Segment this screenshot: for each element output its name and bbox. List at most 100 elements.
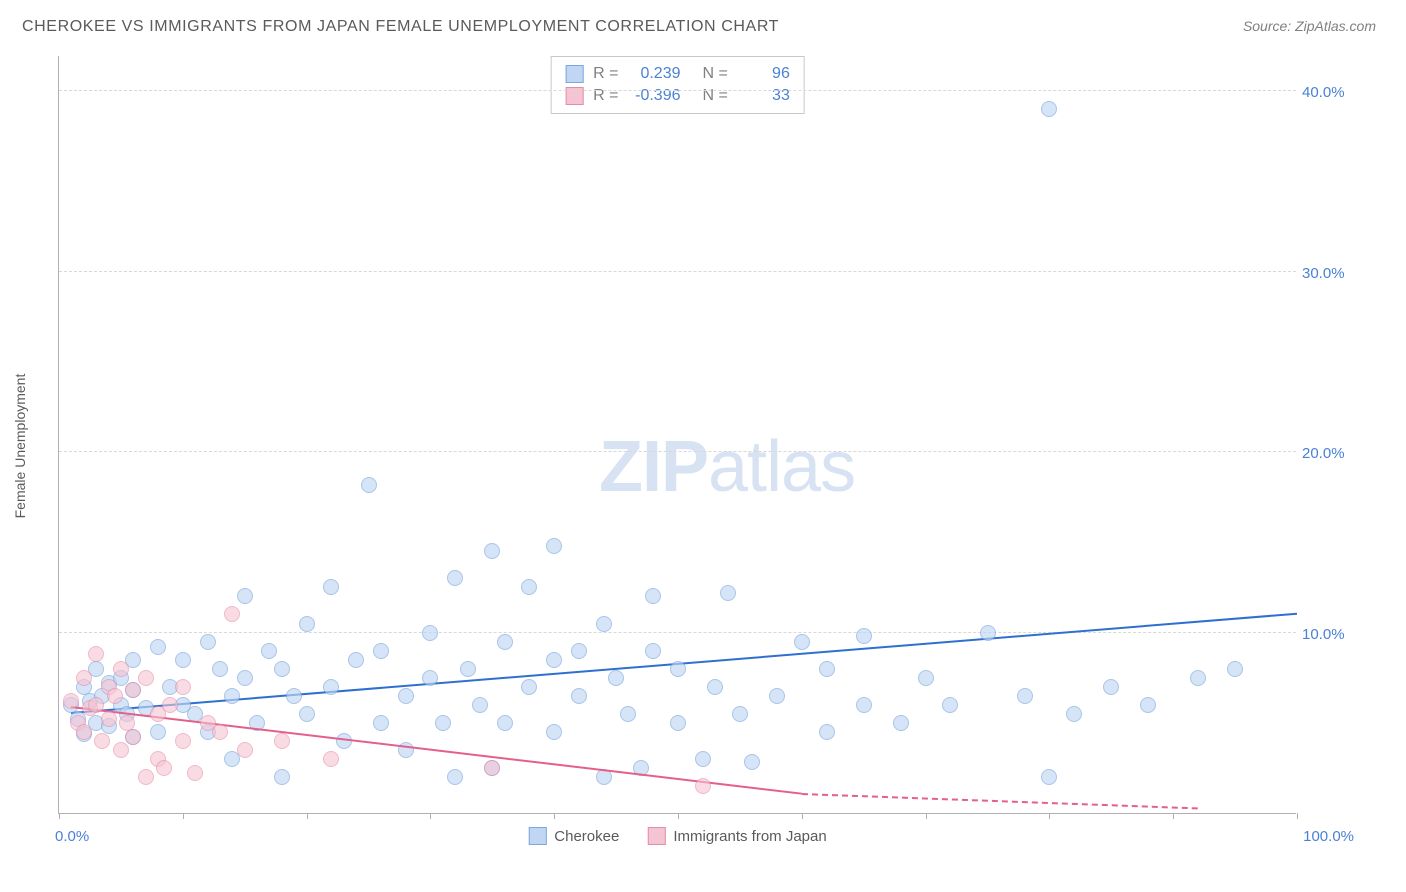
data-point [1041, 101, 1057, 117]
data-point [546, 652, 562, 668]
data-point [918, 670, 934, 686]
n-label: N = [703, 65, 728, 83]
data-point [521, 679, 537, 695]
source-attribution: Source: ZipAtlas.com [1243, 18, 1376, 34]
data-point [274, 769, 290, 785]
data-point [162, 697, 178, 713]
data-point [620, 706, 636, 722]
data-point [323, 679, 339, 695]
data-point [237, 588, 253, 604]
x-tick [678, 813, 679, 819]
data-point [323, 751, 339, 767]
data-point [212, 724, 228, 740]
data-point [980, 625, 996, 641]
data-point [856, 697, 872, 713]
data-point [1103, 679, 1119, 695]
gridline [59, 271, 1296, 272]
swatch-series1 [565, 65, 583, 83]
data-point [1140, 697, 1156, 713]
data-point [670, 661, 686, 677]
data-point [1066, 706, 1082, 722]
x-tick [1297, 813, 1298, 819]
x-tick [59, 813, 60, 819]
data-point [175, 733, 191, 749]
data-point [237, 742, 253, 758]
data-point [187, 765, 203, 781]
swatch-series2 [647, 827, 665, 845]
data-point [497, 634, 513, 650]
data-point [460, 661, 476, 677]
data-point [150, 724, 166, 740]
data-point [670, 715, 686, 731]
data-point [224, 606, 240, 622]
gridline [59, 451, 1296, 452]
chart-title: CHEROKEE VS IMMIGRANTS FROM JAPAN FEMALE… [22, 18, 779, 36]
data-point [856, 628, 872, 644]
data-point [744, 754, 760, 770]
legend-label-series1: Cherokee [554, 828, 619, 845]
data-point [101, 711, 117, 727]
chart-container: Female Unemployment ZIPatlas R = 0.239 N… [22, 46, 1382, 858]
y-axis-label: Female Unemployment [12, 374, 28, 519]
data-point [422, 670, 438, 686]
data-point [113, 742, 129, 758]
data-point [156, 760, 172, 776]
data-point [1227, 661, 1243, 677]
y-tick-label: 40.0% [1302, 84, 1372, 101]
x-tick [430, 813, 431, 819]
data-point [472, 697, 488, 713]
x-min-label: 0.0% [55, 828, 89, 845]
data-point [435, 715, 451, 731]
data-point [720, 585, 736, 601]
data-point [94, 733, 110, 749]
data-point [107, 688, 123, 704]
data-point [608, 670, 624, 686]
data-point [695, 751, 711, 767]
data-point [707, 679, 723, 695]
data-point [373, 643, 389, 659]
data-point [794, 634, 810, 650]
data-point [88, 697, 104, 713]
legend-label-series2: Immigrants from Japan [673, 828, 826, 845]
data-point [571, 643, 587, 659]
data-point [732, 706, 748, 722]
data-point [819, 724, 835, 740]
data-point [497, 715, 513, 731]
r-value-series1: 0.239 [629, 65, 681, 83]
y-tick-label: 20.0% [1302, 445, 1372, 462]
data-point [422, 625, 438, 641]
data-point [398, 688, 414, 704]
data-point [769, 688, 785, 704]
data-point [893, 715, 909, 731]
gridline [59, 632, 1296, 633]
watermark: ZIPatlas [599, 426, 855, 508]
stats-legend-box: R = 0.239 N = 96 R = -0.396 N = 33 [550, 56, 805, 114]
data-point [274, 661, 290, 677]
data-point [361, 477, 377, 493]
data-point [76, 670, 92, 686]
y-tick-label: 30.0% [1302, 265, 1372, 282]
data-point [261, 643, 277, 659]
data-point [212, 661, 228, 677]
legend-item-series2: Immigrants from Japan [647, 827, 826, 845]
n-value-series1: 96 [738, 65, 790, 83]
data-point [274, 733, 290, 749]
x-max-label: 100.0% [1303, 828, 1354, 845]
data-point [76, 724, 92, 740]
x-tick [307, 813, 308, 819]
data-point [286, 688, 302, 704]
data-point [125, 682, 141, 698]
data-point [546, 724, 562, 740]
data-point [113, 661, 129, 677]
x-tick [183, 813, 184, 819]
x-tick [554, 813, 555, 819]
data-point [695, 778, 711, 794]
bottom-legend: Cherokee Immigrants from Japan [528, 827, 826, 845]
legend-item-series1: Cherokee [528, 827, 619, 845]
y-tick-label: 10.0% [1302, 626, 1372, 643]
stats-row-series1: R = 0.239 N = 96 [565, 63, 790, 85]
data-point [484, 543, 500, 559]
data-point [571, 688, 587, 704]
r-label: R = [593, 65, 618, 83]
data-point [447, 769, 463, 785]
